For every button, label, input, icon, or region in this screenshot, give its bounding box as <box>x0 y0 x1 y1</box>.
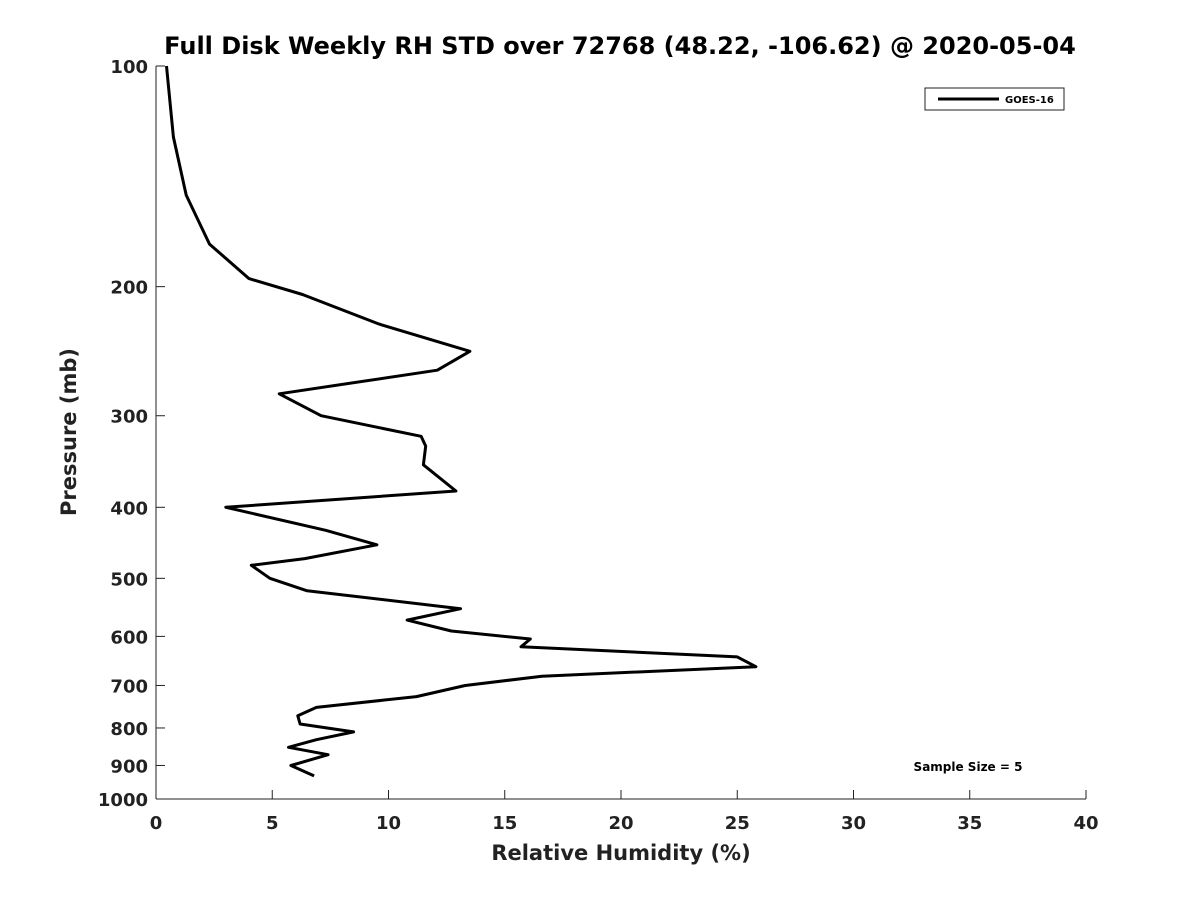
x-axis-label: Relative Humidity (%) <box>491 841 750 865</box>
x-tick-label: 5 <box>266 813 279 834</box>
y-tick-label: 200 <box>110 278 148 299</box>
x-tick-label: 15 <box>492 813 517 834</box>
y-tick-label: 300 <box>110 407 148 428</box>
y-tick-label: 500 <box>110 569 148 590</box>
series-line-goes-16 <box>165 65 758 778</box>
x-tick-label: 35 <box>957 813 982 834</box>
y-tick-label: 700 <box>110 676 148 697</box>
y-axis-label: Pressure (mb) <box>57 348 81 516</box>
axes <box>155 66 1086 800</box>
x-ticks: 0 5 10 15 20 25 30 35 40 <box>150 790 1099 834</box>
legend: GOES-16 <box>924 87 1065 111</box>
x-tick-label: 20 <box>608 813 633 834</box>
legend-label-goes-16: GOES-16 <box>1005 95 1054 106</box>
x-tick-label: 0 <box>150 813 163 834</box>
x-tick-label: 10 <box>376 813 401 834</box>
y-tick-label: 800 <box>110 719 148 740</box>
y-tick-label: 100 <box>110 57 148 78</box>
x-tick-label: 25 <box>725 813 750 834</box>
y-ticks: 100 200 300 400 500 600 700 800 900 1000 <box>98 57 165 811</box>
y-tick-label: 1000 <box>98 790 148 811</box>
sample-size-annotation: Sample Size = 5 <box>914 760 1023 774</box>
y-tick-label: 900 <box>110 756 148 777</box>
chart-title: Full Disk Weekly RH STD over 72768 (48.2… <box>164 32 1076 60</box>
y-tick-label: 400 <box>110 498 148 519</box>
x-tick-label: 40 <box>1073 813 1098 834</box>
y-tick-label: 600 <box>110 627 148 648</box>
series-group <box>165 65 758 778</box>
x-tick-label: 30 <box>841 813 866 834</box>
